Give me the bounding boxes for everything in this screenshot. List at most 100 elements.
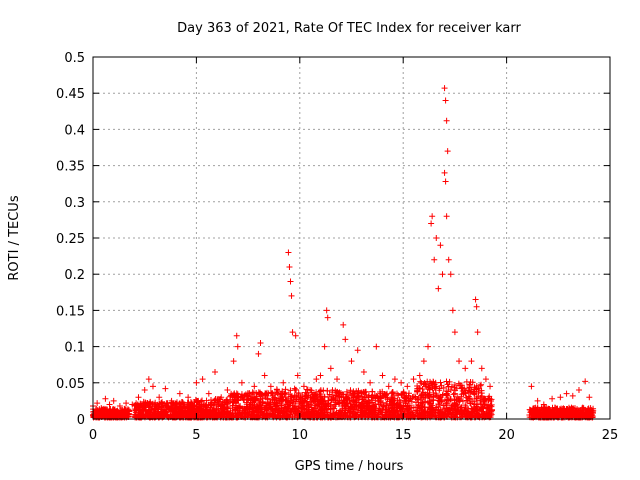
data-point [322,411,329,418]
data-point [540,401,547,408]
data-point [292,398,299,405]
x-tick-label: 25 [602,428,619,443]
data-point [267,401,274,408]
data-point [138,410,145,417]
data-point [456,411,463,418]
data-point [473,303,480,310]
chart-title: Day 363 of 2021, Rate Of TEC Index for r… [177,21,521,36]
data-point [345,395,352,402]
data-point [149,383,156,390]
data-point [214,396,221,403]
data-point [416,372,423,379]
data-point [439,271,446,278]
y-tick-label: 0.35 [56,160,85,175]
data-point [481,401,488,408]
data-point [553,405,560,412]
data-point [135,406,142,413]
data-point [455,406,462,413]
data-point [282,386,289,393]
data-point [430,378,437,385]
data-point [311,402,318,409]
data-point [453,397,460,404]
data-point [363,391,370,398]
data-point [328,395,335,402]
data-point [194,413,201,420]
data-point [287,408,294,415]
data-point [199,412,206,419]
data-point [335,401,342,408]
data-point [167,406,174,413]
data-point [484,412,491,419]
data-point [274,407,281,414]
data-point [349,404,356,411]
data-point [257,339,264,346]
data-point [149,404,156,411]
plot-frame [92,56,611,420]
data-point [386,408,393,415]
data-point [163,403,170,410]
data-point [384,394,391,401]
data-point [229,405,236,412]
data-point [212,368,219,375]
data-point [234,343,241,350]
data-point [457,382,464,389]
data-point [398,404,405,411]
data-point [393,390,400,397]
data-point [126,407,133,414]
data-point [110,397,117,404]
data-point [90,414,97,421]
data-point [388,395,395,402]
data-point [178,398,185,405]
data-point [331,405,338,412]
data-point [331,411,338,418]
data-point [419,385,426,392]
data-point [401,395,408,402]
data-point [301,405,308,412]
data-point [312,392,319,399]
data-point [429,213,436,220]
y-tick-label: 0.15 [56,304,85,319]
data-point [369,411,376,418]
data-point [444,148,451,155]
data-point [424,389,431,396]
data-point [211,405,218,412]
data-point [388,390,395,397]
data-point [94,413,101,420]
data-point [415,413,422,420]
data-point [251,401,258,408]
data-point [439,391,446,398]
data-point [396,397,403,404]
data-point [452,406,459,413]
data-point [156,403,163,410]
data-point [472,296,479,303]
data-point [129,401,136,408]
data-point [106,401,113,408]
data-point [244,412,251,419]
data-point [399,390,406,397]
data-point [247,395,254,402]
data-point [204,410,211,417]
data-point [274,390,281,397]
data-point [530,412,537,419]
data-point [263,408,270,415]
data-point [307,387,314,394]
data-point [146,412,153,419]
data-point [481,396,488,403]
data-point [387,409,394,416]
data-point [102,395,109,402]
data-point [297,394,304,401]
data-point [363,398,370,405]
data-point [472,386,479,393]
data-point [286,263,293,270]
data-point [557,394,564,401]
data-point [435,285,442,292]
data-point [445,396,452,403]
data-point [303,393,310,400]
data-point [459,409,466,416]
data-point [459,398,466,405]
data-point [155,404,162,411]
data-point [94,400,101,407]
data-point [397,411,404,418]
data-point [427,400,434,407]
data-points [90,85,597,421]
